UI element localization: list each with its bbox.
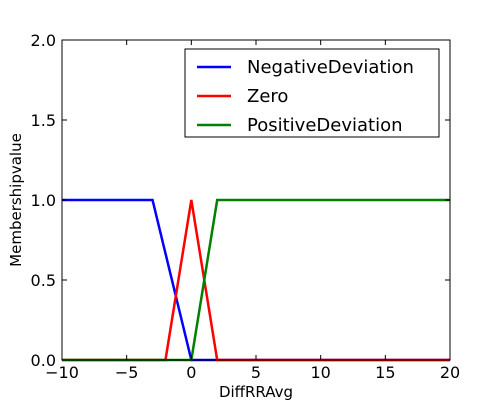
x-tick-label: 10 [310, 363, 330, 382]
legend-label: Zero [247, 86, 288, 107]
legend-label: NegativeDeviation [247, 57, 414, 78]
x-tick-label: 20 [440, 363, 460, 382]
legend-item: PositiveDeviation [197, 115, 403, 136]
ticks-layer: −10 −5 0 5 10 15 20 0.0 0.5 1.0 1.5 2.0 [31, 31, 461, 382]
x-tick-label: 5 [251, 363, 261, 382]
x-tick-label: 0 [186, 363, 196, 382]
y-tick-label: 1.5 [31, 111, 56, 130]
legend-item: Zero [197, 86, 288, 107]
y-tick-label: 1.0 [31, 191, 56, 210]
x-tick-label: −10 [45, 363, 79, 382]
plot-frame [61, 39, 451, 361]
y-tick-label: 0.0 [31, 351, 56, 370]
legend: NegativeDeviation Zero PositiveDeviation [184, 48, 440, 138]
legend-frame [184, 48, 440, 138]
legend-item: NegativeDeviation [197, 57, 414, 78]
legend-label: PositiveDeviation [247, 115, 403, 136]
x-axis-label: DiffRRAvg [219, 383, 293, 400]
y-tick-label: 0.5 [31, 271, 56, 290]
y-axis-label: Membershipvalue [7, 133, 25, 267]
y-tick-label: 2.0 [31, 31, 56, 50]
x-tick-label: −5 [115, 363, 139, 382]
x-tick-label: 15 [375, 363, 395, 382]
